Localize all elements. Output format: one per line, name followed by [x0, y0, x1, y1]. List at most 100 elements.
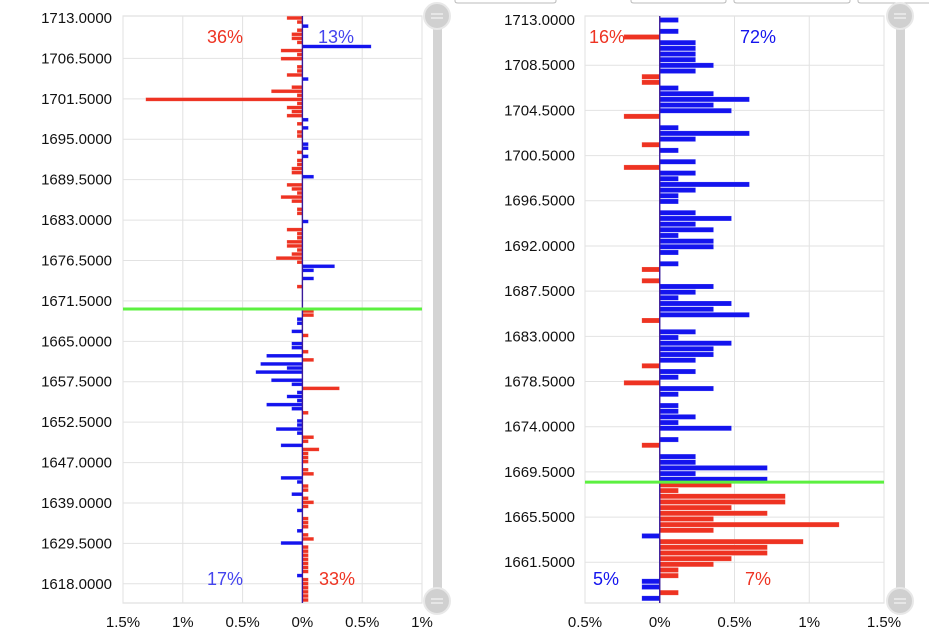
ask-bar [296, 158, 303, 163]
y-tick-label: 1706.5000 [41, 50, 112, 67]
scroll-handle-bottom[interactable] [886, 587, 914, 615]
bid-bar [659, 414, 696, 420]
ask-bar [296, 247, 303, 253]
y-tick-label: 1689.5000 [41, 172, 112, 189]
bid-bar [659, 289, 696, 295]
bid-bar [659, 419, 679, 426]
bid-bar [659, 244, 714, 250]
bid-bar [291, 406, 303, 411]
y-tick-label: 1683.0000 [41, 212, 112, 229]
y-tick-label: 1700.5000 [504, 148, 575, 165]
scroll-handle-top[interactable] [423, 2, 451, 30]
bid-bar [659, 51, 696, 57]
ask-bar [291, 85, 303, 90]
ask-bar [302, 471, 315, 476]
ask-bar [291, 170, 303, 175]
bid-bar [659, 221, 696, 227]
left-scrollbar[interactable] [423, 2, 451, 615]
tab[interactable] [733, 0, 851, 4]
y-tick-label: 1708.5000 [504, 57, 575, 74]
bid-bar [659, 346, 714, 352]
ask-bar [286, 113, 303, 118]
scrollbar-track [433, 16, 442, 603]
bid-bar [291, 329, 303, 334]
ask-bar [296, 101, 303, 106]
y-tick-label: 1704.5000 [504, 102, 575, 119]
ask-bar [296, 231, 303, 236]
bid-bar [302, 276, 315, 281]
bid-bar [659, 107, 732, 114]
bid-bar [659, 368, 696, 375]
x-tick-label: 1.5% [106, 614, 140, 631]
bid-bar [659, 136, 696, 142]
y-tick-label: 1652.5000 [41, 414, 112, 431]
x-tick-label: 1.5% [867, 614, 901, 631]
bid-bar [659, 295, 679, 301]
x-tick-label: 1% [411, 614, 433, 631]
ask-bar [291, 166, 303, 171]
ask-bar [286, 72, 303, 78]
y-tick-label: 1713.0000 [504, 12, 575, 29]
bid-bar [659, 124, 679, 131]
ask-bar [296, 52, 303, 57]
ask-bar [302, 459, 309, 464]
ask-bar [296, 190, 303, 196]
y-tick-label: 1665.5000 [504, 509, 575, 526]
ask-bar [302, 577, 309, 582]
ask-bar [302, 410, 309, 415]
x-tick-label: 0.5% [568, 614, 602, 631]
ask-bar [302, 447, 320, 452]
bid-bar [291, 345, 303, 350]
bid-bar [296, 418, 303, 423]
bid-bar [302, 268, 315, 273]
ask-bar [302, 357, 315, 362]
y-tick-label: 1701.5000 [41, 91, 112, 108]
x-tick-label: 0.5% [717, 614, 751, 631]
scroll-handle-bottom[interactable] [423, 587, 451, 615]
bid-bar [260, 361, 303, 366]
bid-bar [286, 394, 303, 399]
ask-bar [623, 113, 660, 120]
bid-bar [280, 475, 303, 480]
bid-bar [659, 28, 679, 35]
bid-bar [255, 370, 303, 375]
handle-circle [423, 587, 451, 615]
ask-bar [296, 129, 303, 135]
bid-bar [659, 436, 679, 443]
ask-bar [641, 363, 660, 369]
bid-bar [659, 402, 679, 409]
ask-bar [302, 455, 309, 460]
bid-bar [659, 90, 714, 97]
bid-bar [659, 459, 696, 466]
ask-bar [302, 488, 309, 493]
ask-bar [286, 239, 303, 244]
scroll-handle-top[interactable] [886, 2, 914, 30]
bid-bar [659, 232, 679, 239]
ask-bar [291, 36, 303, 41]
ask-bar [296, 235, 303, 240]
bid-bar [659, 45, 696, 52]
bid-bar [659, 187, 696, 193]
right-scrollbar[interactable] [886, 2, 914, 615]
ask-bar [302, 545, 309, 550]
ask-bar [659, 499, 786, 505]
ask-bar [296, 260, 303, 265]
ask-bar [291, 32, 303, 37]
bid-bar [659, 130, 750, 137]
ask-bar [641, 141, 660, 148]
ask-bar [302, 581, 309, 586]
y-tick-label: 1669.5000 [504, 464, 575, 481]
bid-bar [266, 402, 303, 407]
ask-bar [302, 504, 309, 509]
bid-bar [291, 341, 303, 346]
ask-bar [302, 435, 315, 440]
ask-bar [280, 48, 303, 53]
tab[interactable] [857, 0, 929, 4]
ask-bar [659, 516, 714, 522]
ask-bar [286, 227, 303, 232]
ask-bar [280, 195, 303, 200]
bid-bar [659, 227, 714, 233]
tab[interactable] [454, 0, 557, 4]
tab[interactable] [630, 0, 727, 4]
